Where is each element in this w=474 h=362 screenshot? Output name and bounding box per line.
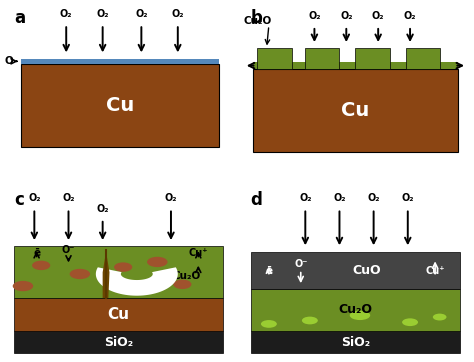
Text: b: b xyxy=(251,9,263,27)
Text: Cu: Cu xyxy=(341,101,370,120)
Text: Cu⁺: Cu⁺ xyxy=(425,266,445,276)
Text: Cu: Cu xyxy=(106,96,134,115)
Ellipse shape xyxy=(32,261,50,270)
Text: O₂: O₂ xyxy=(60,9,73,19)
Ellipse shape xyxy=(13,281,33,291)
Text: Cu⁺: Cu⁺ xyxy=(189,248,208,258)
Text: O₂: O₂ xyxy=(28,193,41,203)
FancyBboxPatch shape xyxy=(356,49,390,69)
Ellipse shape xyxy=(173,279,191,289)
Ellipse shape xyxy=(114,262,132,272)
FancyBboxPatch shape xyxy=(253,69,458,152)
FancyBboxPatch shape xyxy=(257,49,292,69)
Text: O₂: O₂ xyxy=(96,9,109,19)
FancyBboxPatch shape xyxy=(251,331,460,353)
FancyBboxPatch shape xyxy=(14,298,223,331)
FancyBboxPatch shape xyxy=(305,49,339,69)
Text: SiO₂: SiO₂ xyxy=(341,336,370,349)
FancyBboxPatch shape xyxy=(14,331,223,353)
Text: ē: ē xyxy=(33,248,40,258)
Text: O⁻: O⁻ xyxy=(294,259,308,269)
Text: O₂: O₂ xyxy=(135,9,147,19)
Polygon shape xyxy=(103,252,109,298)
Text: O₂: O₂ xyxy=(165,193,177,203)
Ellipse shape xyxy=(350,311,370,320)
FancyBboxPatch shape xyxy=(14,247,223,298)
Text: O₂: O₂ xyxy=(62,193,75,203)
Polygon shape xyxy=(96,267,178,296)
Text: O₂: O₂ xyxy=(333,193,346,203)
FancyBboxPatch shape xyxy=(253,62,458,69)
FancyBboxPatch shape xyxy=(405,49,440,69)
FancyBboxPatch shape xyxy=(251,290,460,331)
Text: O₂: O₂ xyxy=(404,11,416,21)
Text: Cu₂O: Cu₂O xyxy=(244,16,272,26)
Text: O₂: O₂ xyxy=(172,9,184,19)
Ellipse shape xyxy=(70,269,90,279)
Text: O₂: O₂ xyxy=(372,11,384,21)
Text: O₂: O₂ xyxy=(299,193,311,203)
Text: Cu₂O: Cu₂O xyxy=(338,303,373,316)
Ellipse shape xyxy=(402,318,418,326)
Text: CuO: CuO xyxy=(353,264,381,277)
Text: O: O xyxy=(5,56,13,66)
Ellipse shape xyxy=(433,313,447,320)
FancyBboxPatch shape xyxy=(21,64,219,147)
FancyBboxPatch shape xyxy=(21,59,219,64)
Text: d: d xyxy=(251,191,263,209)
Text: O₂: O₂ xyxy=(340,11,353,21)
Ellipse shape xyxy=(302,317,318,324)
Text: Cu: Cu xyxy=(108,307,129,322)
Text: c: c xyxy=(14,191,24,209)
Text: O₂: O₂ xyxy=(308,11,321,21)
Ellipse shape xyxy=(147,257,167,267)
Text: O₂: O₂ xyxy=(401,193,414,203)
Text: SiO₂: SiO₂ xyxy=(104,336,133,349)
Text: O⁻: O⁻ xyxy=(62,245,75,255)
FancyBboxPatch shape xyxy=(251,252,460,290)
Text: O₂: O₂ xyxy=(96,204,109,214)
Text: a: a xyxy=(14,9,25,27)
Ellipse shape xyxy=(261,320,277,328)
Text: Cu₂O: Cu₂O xyxy=(173,271,201,281)
Text: O₂: O₂ xyxy=(367,193,380,203)
Text: ē: ē xyxy=(265,266,273,276)
